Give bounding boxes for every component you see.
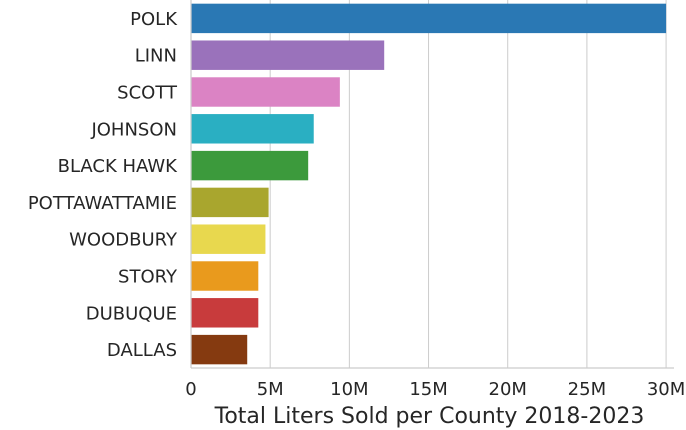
x-tick-label: 20M [489, 379, 527, 400]
bar-dubuque [191, 298, 259, 328]
x-tick-label: 15M [409, 379, 447, 400]
bar-scott [191, 77, 340, 107]
bar-linn [191, 40, 385, 70]
x-tick-label: 10M [330, 379, 368, 400]
category-label: LINN [135, 46, 177, 67]
bars [191, 3, 667, 365]
category-label: SCOTT [117, 83, 178, 104]
x-tick-label: 30M [647, 379, 685, 400]
bar-pottawattamie [191, 187, 269, 218]
category-label: BLACK HAWK [58, 156, 179, 177]
x-tick-label: 0 [185, 379, 196, 400]
category-label: POTTAWATTAMIE [28, 193, 177, 214]
category-label: STORY [118, 267, 178, 288]
category-label: WOODBURY [69, 230, 178, 251]
category-label: DALLAS [107, 340, 177, 361]
category-labels: POLK LINN SCOTT JOHNSON BLACK HAWK POTTAWATTA… [28, 9, 178, 361]
bar-black-hawk [191, 150, 309, 181]
category-label: POLK [130, 9, 178, 30]
bar-johnson [191, 114, 314, 144]
bar-polk [191, 3, 667, 34]
x-tick-labels: 0 5M 10M 15M 20M 25M 30M [185, 379, 685, 400]
x-axis-title: Total Liters Sold per County 2018-2023 [214, 404, 645, 429]
bar-dallas [191, 334, 248, 365]
x-tick-label: 25M [568, 379, 606, 400]
category-label: JOHNSON [90, 119, 177, 140]
category-label: DUBUQUE [86, 303, 177, 324]
bar-woodbury [191, 224, 266, 254]
bar-story [191, 261, 259, 291]
x-tick-label: 5M [257, 379, 284, 400]
